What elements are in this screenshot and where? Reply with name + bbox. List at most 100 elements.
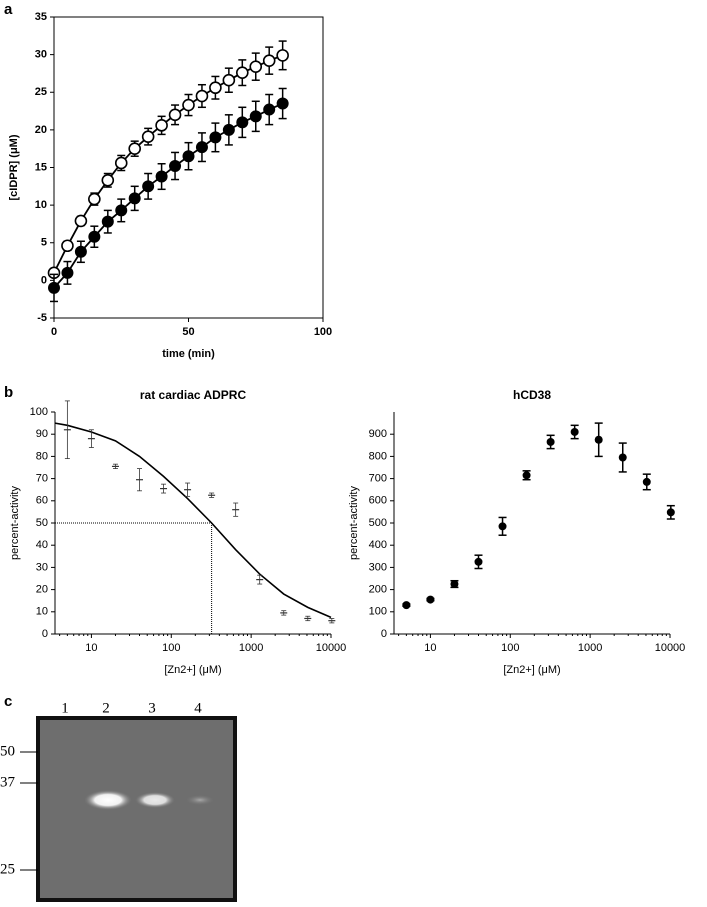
data-point — [426, 595, 435, 604]
data-point — [522, 471, 531, 480]
y-tick-label: 400 — [369, 539, 387, 551]
x-tick-label: 100 — [501, 642, 519, 654]
panel-label: a — [4, 1, 13, 18]
data-point — [222, 123, 235, 136]
y-tick-label: -5 — [37, 312, 47, 324]
y-tick-label: 300 — [369, 561, 387, 573]
data-point — [570, 427, 579, 436]
x-axis-label: [Zn2+] (μM) — [503, 664, 560, 676]
x-tick-label: 50 — [182, 326, 194, 338]
x-tick-label: 100 — [162, 642, 180, 654]
data-point — [249, 60, 263, 73]
data-point — [88, 192, 101, 206]
data-point — [402, 601, 411, 610]
data-point — [276, 97, 289, 110]
y-tick-label: 900 — [369, 428, 387, 440]
y-tick-label: 100 — [30, 406, 48, 418]
lane-label: 3 — [148, 700, 156, 716]
data-point — [594, 435, 603, 444]
x-tick-label: 10 — [85, 642, 97, 654]
data-point — [169, 159, 182, 172]
x-tick-label: 100 — [314, 326, 332, 338]
data-point — [61, 239, 74, 253]
data-point — [48, 281, 60, 294]
y-tick-label: 15 — [35, 161, 47, 173]
chart-title: rat cardiac ADPRC — [140, 388, 247, 402]
data-point — [546, 437, 555, 446]
series-curve — [53, 54, 283, 274]
gel: 1 2 3 4 50 37 25 — [0, 700, 237, 902]
data-point — [195, 89, 209, 103]
data-point — [115, 204, 128, 217]
y-axis-label: percent-activity — [348, 486, 360, 560]
x-tick-label: 1000 — [239, 642, 263, 654]
y-tick-label: 90 — [36, 428, 48, 440]
chart-title: hCD38 — [513, 388, 551, 402]
data-point — [249, 110, 262, 123]
x-tick-label: 1000 — [578, 642, 602, 654]
data-point — [236, 66, 249, 79]
data-point — [666, 508, 675, 517]
data-point — [74, 245, 87, 258]
data-point — [141, 130, 155, 143]
series-curve — [53, 102, 284, 289]
y-tick-label: 30 — [36, 561, 48, 573]
y-tick-label: 800 — [369, 450, 387, 462]
data-point — [128, 192, 141, 205]
gel-band — [135, 792, 175, 808]
data-point — [209, 131, 222, 144]
y-tick-label: 60 — [36, 495, 48, 507]
data-point — [182, 98, 195, 112]
data-point — [142, 180, 155, 193]
x-axis-label: time (min) — [162, 348, 215, 360]
x-axis-label: [Zn2+] (μM) — [164, 664, 221, 676]
data-point — [88, 230, 101, 243]
y-tick-label: 0 — [42, 628, 48, 640]
lane-label: 4 — [194, 700, 202, 716]
y-tick-label: 10 — [36, 606, 48, 618]
data-point — [155, 170, 168, 183]
y-tick-label: 200 — [369, 584, 387, 596]
data-point — [101, 215, 114, 228]
data-point — [155, 119, 168, 132]
y-tick-label: 10 — [35, 199, 47, 211]
marker-label: 25 — [0, 861, 15, 877]
data-point — [263, 103, 276, 116]
y-tick-label: 700 — [369, 473, 387, 485]
data-point — [450, 580, 459, 589]
data-point — [236, 116, 249, 129]
data-point — [222, 73, 236, 87]
lane-label: 2 — [102, 700, 110, 716]
y-tick-label: 20 — [36, 584, 48, 596]
data-point — [474, 557, 483, 566]
data-point — [618, 453, 627, 462]
y-tick-label: 80 — [36, 450, 48, 462]
y-axis-label: [cIDPR] (μM) — [8, 134, 20, 200]
marker-label: 50 — [0, 743, 15, 759]
data-point — [128, 142, 141, 155]
marker-label: 37 — [0, 774, 16, 790]
y-tick-label: 25 — [35, 86, 47, 98]
y-tick-label: 30 — [35, 49, 47, 61]
panel-label: c — [4, 693, 12, 710]
y-tick-label: 0 — [381, 628, 387, 640]
data-point — [182, 150, 195, 163]
x-tick-label: 10000 — [316, 642, 347, 654]
data-point — [642, 477, 651, 486]
panel-label: b — [4, 384, 13, 401]
y-tick-label: 50 — [36, 517, 48, 529]
data-point — [276, 49, 289, 62]
gel-image — [36, 716, 237, 902]
data-point — [195, 141, 208, 154]
y-tick-label: 600 — [369, 495, 387, 507]
y-tick-label: 500 — [369, 517, 387, 529]
lane-label: 1 — [61, 700, 69, 716]
data-point — [114, 156, 128, 170]
y-tick-label: 0 — [41, 274, 47, 286]
data-point — [61, 266, 74, 279]
data-point — [101, 173, 115, 187]
y-tick-label: 100 — [369, 606, 387, 618]
y-axis-label: percent-activity — [9, 486, 21, 560]
